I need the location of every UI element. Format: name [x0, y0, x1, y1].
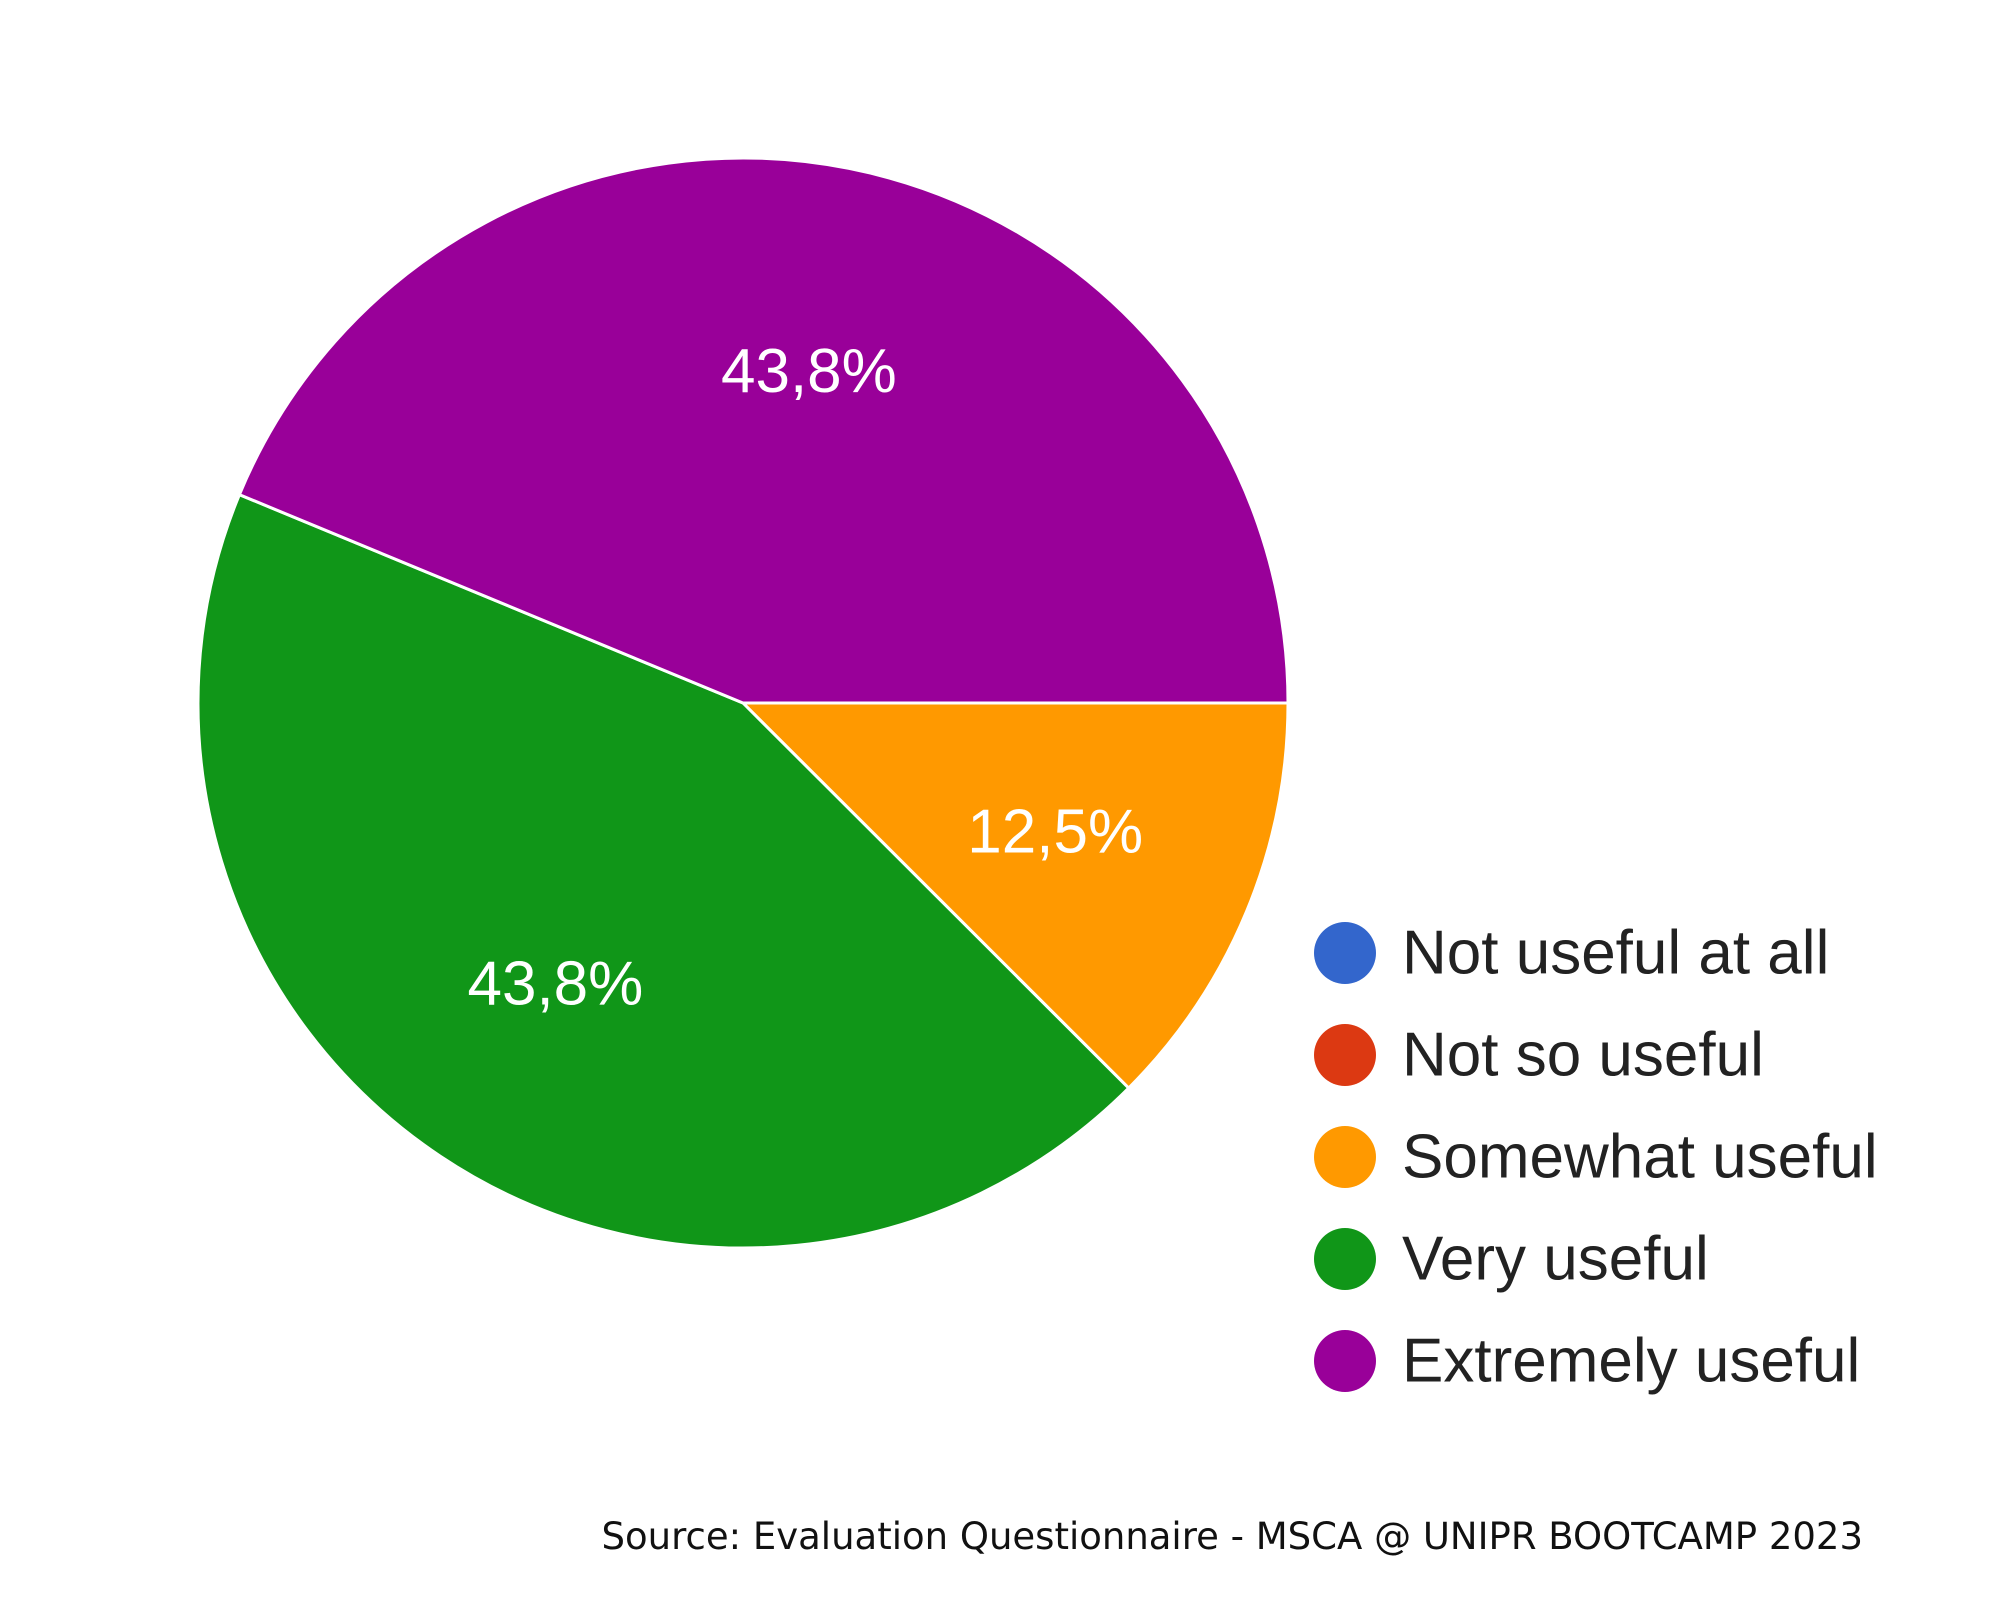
- pie-slice-very-useful: [196, 492, 1131, 1250]
- legend-swatch-extremely-useful: [1314, 1330, 1376, 1392]
- legend: Not useful at all Not so useful Somewhat u…: [1314, 919, 1878, 1396]
- pie-slice-extremely-useful: [237, 156, 1290, 705]
- pie-slices: [196, 156, 1290, 1250]
- legend-label-somewhat-useful: Somewhat useful: [1402, 1123, 1878, 1192]
- legend-swatch-not-useful-at-all: [1314, 922, 1376, 984]
- slice-label-somewhat-useful: 12,5%: [967, 798, 1143, 867]
- legend-label-not-useful-at-all: Not useful at all: [1402, 919, 1829, 988]
- source-caption: Source: Evaluation Questionnaire - MSCA …: [601, 1515, 1863, 1558]
- legend-swatch-not-so-useful: [1314, 1024, 1376, 1086]
- slice-label-extremely-useful: 43,8%: [721, 337, 897, 406]
- legend-label-extremely-useful: Extremely useful: [1402, 1327, 1860, 1396]
- legend-label-not-so-useful: Not so useful: [1402, 1021, 1764, 1090]
- slice-label-very-useful: 43,8%: [467, 950, 643, 1019]
- legend-swatch-somewhat-useful: [1314, 1126, 1376, 1188]
- legend-label-very-useful: Very useful: [1402, 1225, 1709, 1294]
- pie-slice-somewhat-useful: [739, 701, 1290, 1091]
- legend-swatch-very-useful: [1314, 1228, 1376, 1290]
- pie-slice-labels: 12,5% 43,8% 43,8%: [467, 337, 1143, 1019]
